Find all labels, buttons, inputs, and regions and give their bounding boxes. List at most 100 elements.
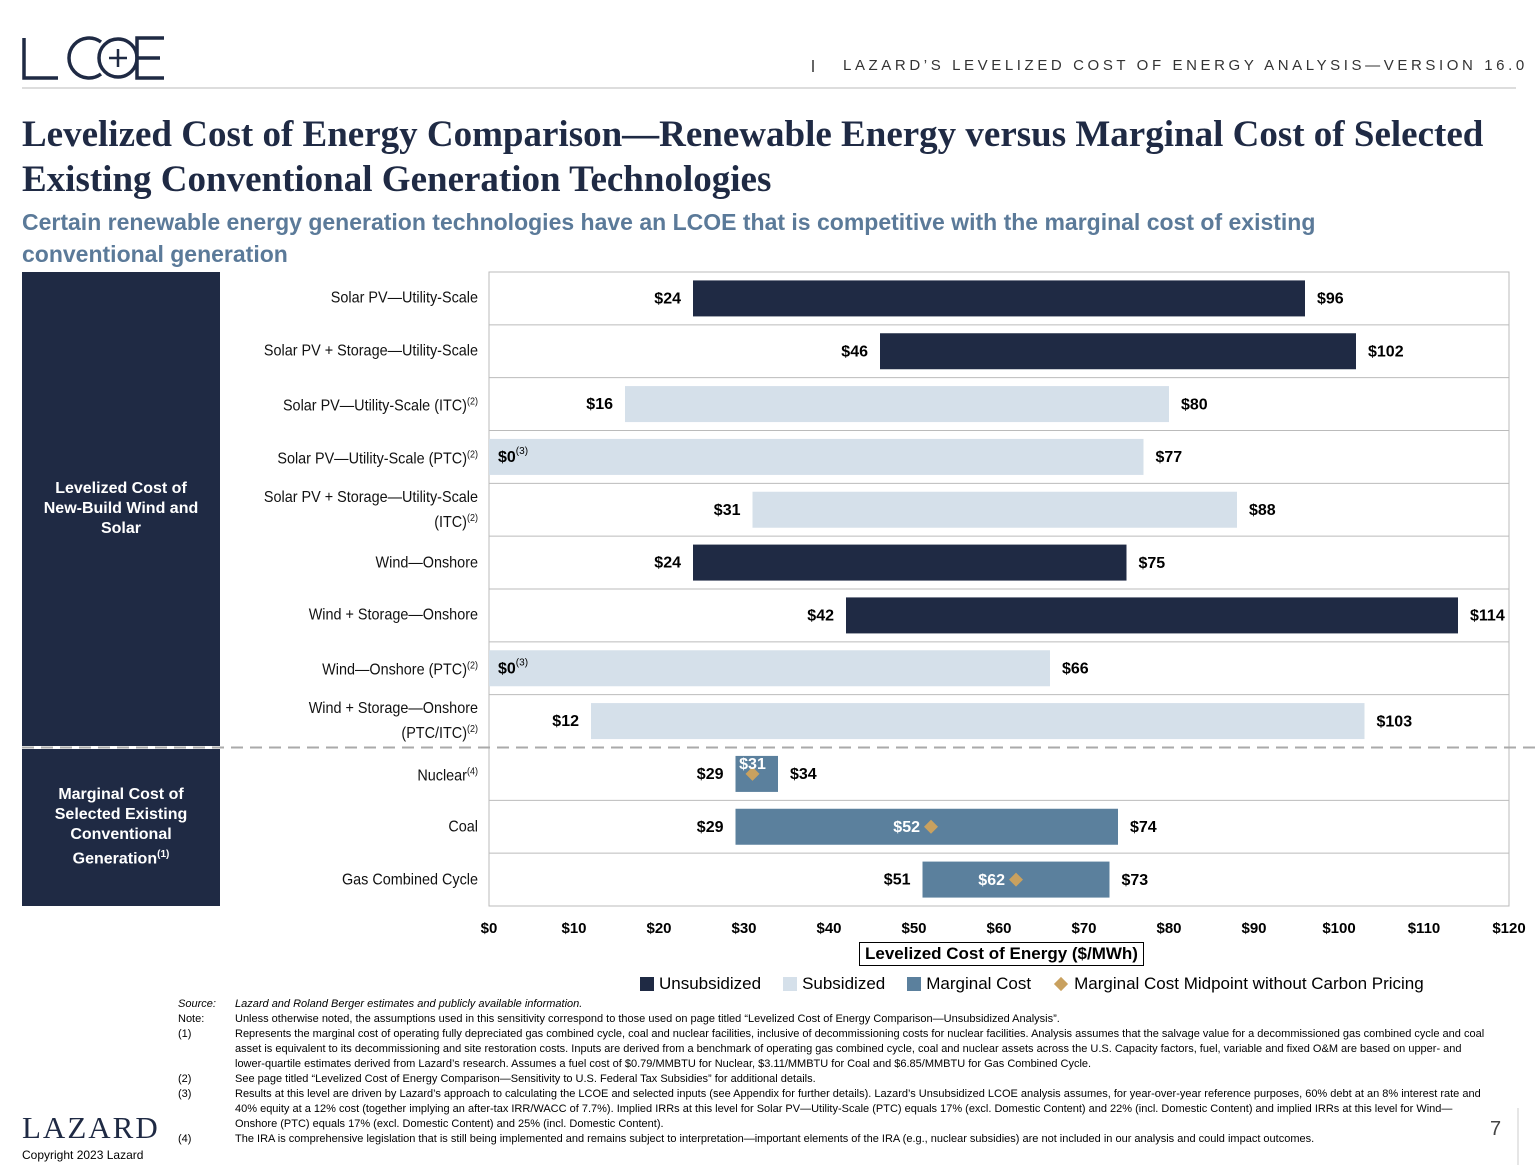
- category-text: Wind—Onshore (PTC): [322, 661, 467, 679]
- category-label: Nuclear(4): [244, 761, 478, 786]
- high-label: $73: [1122, 872, 1149, 889]
- high-label: $74: [1130, 819, 1157, 836]
- low-label: $31: [714, 502, 741, 519]
- footnote-marker: Source:: [178, 998, 216, 1010]
- footnote: Source: Lazard and Roland Berger estimate…: [178, 997, 1488, 1012]
- low-label-text: $0: [498, 660, 516, 677]
- x-axis-title: Levelized Cost of Energy ($/MWh): [859, 942, 1144, 966]
- x-tick-label: $110: [1408, 920, 1441, 937]
- low-label-text: $0: [498, 449, 516, 466]
- category-text: Wind + Storage—Onshore: [308, 606, 478, 624]
- footnote-marker: (3): [178, 1088, 192, 1100]
- category-label: Solar PV—Utility-Scale: [244, 288, 478, 309]
- footnote: Note: Unless otherwise noted, the assumpt…: [178, 1012, 1488, 1027]
- range-bar: [846, 597, 1458, 634]
- footnote-marker: (2): [178, 1073, 192, 1085]
- legend-swatch: [1054, 976, 1069, 992]
- plot: $0 $10 $20 $30 $40 $50 $60 $70 $80 $90 $100 $110 $12…: [22, 271, 1536, 937]
- high-label: $88: [1249, 502, 1276, 519]
- legend-label: Subsidized: [802, 974, 886, 993]
- low-label: $12: [552, 713, 579, 730]
- range-bar: [693, 544, 1127, 581]
- category-text: Gas Combined Cycle: [341, 871, 478, 889]
- category-label: Coal: [244, 816, 478, 837]
- x-tick-label: $40: [816, 920, 841, 937]
- low-label-text: $16: [586, 396, 613, 413]
- footnote-marker: (2): [466, 396, 478, 408]
- legend-item: Marginal Cost Midpoint without Carbon Pr…: [1053, 974, 1424, 994]
- category-label: Wind—Onshore: [244, 552, 478, 573]
- range-bar: [625, 386, 1169, 423]
- logo: [22, 36, 164, 80]
- low-label-text: $42: [807, 608, 834, 625]
- footnote: (1) Represents the marginal cost of opera…: [178, 1027, 1488, 1072]
- footnote-text: The IRA is comprehensive legislation tha…: [235, 1133, 1315, 1145]
- copyright: Copyright 2023 Lazard: [22, 1148, 144, 1162]
- group-label: Levelized Cost of New-Build Wind and Sol…: [43, 480, 199, 537]
- category-label: Solar PV—Utility-Scale (ITC)(2): [244, 391, 478, 416]
- category-text: Solar PV + Storage—Utility-Scale: [263, 342, 478, 360]
- footnote-text: Results at this level are driven by Laza…: [235, 1088, 1481, 1130]
- footnote-marker: Note:: [178, 1013, 205, 1025]
- midpoint-label: $62: [978, 872, 1005, 889]
- x-tick-label: $120: [1492, 920, 1525, 937]
- legend: Unsubsidized Subsidized Marginal Cost Margi…: [640, 974, 1424, 994]
- legend-label: Unsubsidized: [659, 974, 762, 993]
- high-label: $75: [1139, 555, 1166, 572]
- group-note: (1): [157, 849, 170, 861]
- low-label-text: $29: [697, 819, 724, 836]
- x-tick-label: $10: [561, 920, 586, 937]
- range-bar: [591, 703, 1365, 740]
- midpoint-marker: [1009, 872, 1023, 887]
- high-label: $114: [1470, 608, 1505, 625]
- category-text: Wind + Storage—Onshore (PTC/ITC): [308, 699, 478, 743]
- midpoint-label: $31: [739, 756, 766, 773]
- category-label: Wind + Storage—Onshore (PTC/ITC)(2): [244, 698, 478, 744]
- footnote-text: Lazard and Roland Berger estimates and p…: [235, 998, 583, 1010]
- high-label: $102: [1368, 343, 1404, 360]
- footnote-marker: (2): [466, 660, 478, 672]
- legend-swatch: [783, 977, 798, 991]
- high-label: $66: [1062, 660, 1089, 677]
- high-label: $96: [1317, 291, 1344, 308]
- footnote-marker: (4): [466, 766, 478, 778]
- footnote-marker: (1): [178, 1028, 192, 1040]
- low-label: $46: [841, 343, 868, 360]
- high-label: $103: [1377, 713, 1413, 730]
- category-text: Solar PV—Utility-Scale (ITC): [282, 397, 467, 415]
- low-label-text: $46: [841, 343, 868, 360]
- x-tick-label: $80: [1156, 920, 1181, 937]
- high-label: $77: [1156, 449, 1183, 466]
- low-label: $0(3): [498, 657, 528, 678]
- category-label: Wind + Storage—Onshore: [244, 605, 478, 626]
- legend-item: Subsidized: [783, 974, 885, 994]
- low-label-text: $31: [714, 502, 741, 519]
- low-label-text: $51: [884, 872, 911, 889]
- category-label: Solar PV + Storage—Utility-Scale (ITC)(2…: [244, 487, 478, 533]
- high-label: $34: [790, 766, 817, 783]
- page-number: 7: [1490, 1118, 1502, 1140]
- group-label-text: Marginal Cost of Selected Existing Conve…: [54, 786, 188, 868]
- low-label: $29: [697, 766, 724, 783]
- brand: LAZARD: [22, 1110, 160, 1145]
- legend-item: Marginal Cost: [907, 974, 1031, 994]
- footnote-text: Represents the marginal cost of operatin…: [235, 1028, 1485, 1070]
- category-text: Solar PV—Utility-Scale (PTC): [277, 450, 467, 468]
- footnote-marker: (2): [466, 449, 478, 461]
- footnote-marker: (4): [178, 1133, 192, 1145]
- category-label: Gas Combined Cycle: [244, 869, 478, 890]
- legend-swatch: [640, 977, 654, 991]
- title: Levelized Cost of Energy Comparison—Rene…: [22, 114, 1484, 200]
- low-label: $24: [654, 555, 681, 572]
- range-bar: [693, 280, 1305, 317]
- legend-item: Unsubsidized: [640, 974, 761, 994]
- range-bar: [489, 650, 1050, 687]
- category-label: Solar PV + Storage—Utility-Scale: [244, 341, 478, 362]
- x-tick-label: $70: [1071, 920, 1096, 937]
- category-label: Solar PV—Utility-Scale (PTC)(2): [244, 444, 478, 469]
- footnote-marker: (3): [516, 657, 528, 668]
- footnote-text: See page titled “Levelized Cost of Energ…: [235, 1073, 816, 1085]
- footnotes: Source: Lazard and Roland Berger estimate…: [178, 997, 1488, 1147]
